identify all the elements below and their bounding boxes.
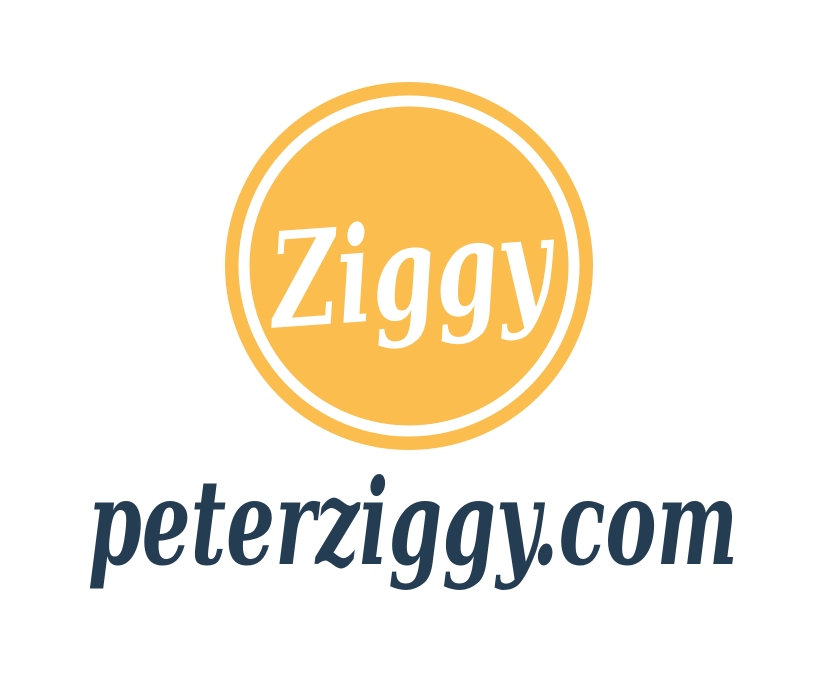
wordmark-text: peterziggy.com (88, 453, 738, 592)
badge-text: Ziggy (262, 185, 561, 360)
badge-inner-circle (250, 107, 568, 425)
badge-ring (238, 95, 580, 437)
